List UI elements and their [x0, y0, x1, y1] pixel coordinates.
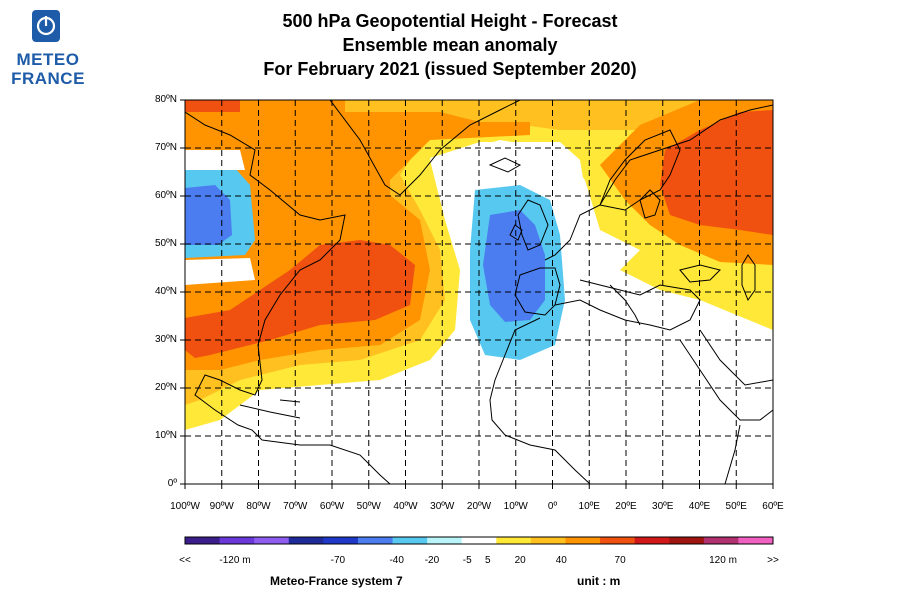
lat-label: 10ºN — [155, 430, 177, 441]
logo-line-1: METEO — [16, 50, 80, 69]
lat-label: 70ºN — [155, 142, 177, 153]
colorbar-label: -120 m — [219, 555, 251, 566]
logo-line-2: FRANCE — [11, 69, 85, 88]
title-line-3: For February 2021 (issued September 2020… — [263, 59, 637, 79]
coast-black-sea — [679, 264, 721, 283]
title-line-2: Ensemble mean anomaly — [342, 35, 558, 55]
lon-label: 20ºE — [615, 501, 637, 512]
lon-label: 80ºW — [246, 501, 271, 512]
lon-label: 50ºE — [725, 501, 747, 512]
colorbar-label: 20 — [514, 555, 526, 566]
anomaly-red-north — [185, 100, 240, 112]
lon-label: 90ºW — [209, 501, 234, 512]
colorbar-label: -70 — [330, 555, 346, 566]
lon-label: 40ºE — [688, 501, 711, 512]
lon-label: 70ºW — [283, 501, 308, 512]
coast-red-sea — [679, 339, 773, 421]
coast-caspian — [741, 254, 756, 302]
lat-label: 40ºN — [155, 286, 177, 297]
colorbar-label: -5 — [462, 555, 472, 566]
anomaly-red-eurasia — [660, 110, 773, 235]
lon-label: 10ºW — [503, 501, 528, 512]
unit-label: unit : m — [577, 574, 621, 588]
lon-label: 40ºW — [393, 501, 418, 512]
lat-label: 80ºN — [155, 94, 177, 105]
coast-europe — [544, 104, 773, 261]
lon-label: 50ºW — [356, 501, 381, 512]
coast-caribbean — [239, 399, 301, 419]
coast-africa-east — [724, 424, 741, 484]
lon-label: 10ºE — [578, 501, 600, 512]
lat-label: 50ºN — [155, 238, 177, 249]
colorbar-label: -20 — [424, 555, 440, 566]
colorbar-label: << — [179, 555, 191, 566]
colorbar-label: 5 — [485, 555, 491, 566]
anomaly-blue-canada — [185, 185, 232, 245]
anomaly-white-canada — [185, 150, 245, 170]
lon-label: 30ºE — [652, 501, 674, 512]
colorbar-label: >> — [767, 555, 779, 566]
coast-north-america — [185, 111, 346, 441]
meteo-france-logo: METEO FRANCE — [8, 8, 88, 90]
coast-africa — [489, 317, 591, 484]
axis-ticks — [180, 99, 774, 489]
lon-label: 0º — [547, 501, 558, 512]
meteo-france-badge-icon — [32, 10, 60, 42]
lat-label: 30ºN — [155, 334, 177, 345]
colorbar-label: 40 — [555, 555, 567, 566]
coast-iceland — [488, 157, 522, 173]
lon-label: 60ºW — [319, 501, 345, 512]
anomaly-blue-iberia — [483, 210, 545, 322]
coast-south-america — [261, 439, 391, 484]
lat-label: 20ºN — [155, 382, 177, 393]
anomaly-white-canada-south — [185, 258, 255, 285]
system-label: Meteo-France system 7 — [270, 574, 403, 588]
lon-label: 60ºE — [762, 501, 784, 512]
coast-scandinavia — [599, 129, 681, 211]
lat-label: 60ºN — [155, 190, 177, 201]
anomaly-red-atlantic — [185, 240, 415, 358]
title-line-1: 500 hPa Geopotential Height - Forecast — [282, 11, 618, 31]
graticule — [185, 100, 773, 484]
colorbar-label: 70 — [614, 555, 626, 566]
coast-mediterranean — [554, 279, 701, 331]
colorbar-label: 120 m — [709, 555, 737, 566]
coast-british-isles — [509, 199, 549, 251]
colorbar-label: -40 — [389, 555, 404, 566]
lon-label: 30ºW — [430, 501, 455, 512]
lat-label: 0º — [167, 478, 177, 489]
lon-label: 100ºW — [170, 501, 200, 512]
coast-arabia — [699, 329, 773, 386]
lon-label: 20ºW — [466, 501, 492, 512]
coast-baltic — [639, 189, 661, 219]
anomaly-yellow-east — [620, 250, 773, 330]
